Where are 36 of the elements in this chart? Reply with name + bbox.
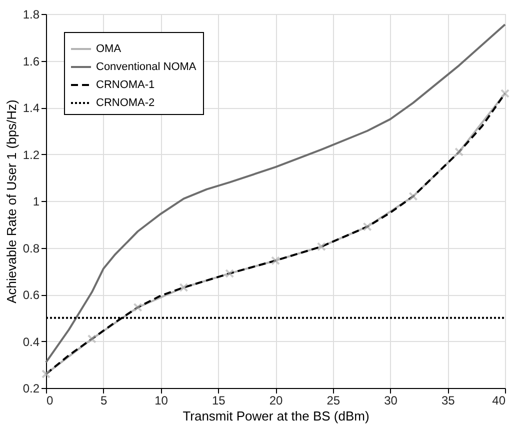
x-tick-label: 10	[154, 394, 168, 408]
x-tick-label: 20	[269, 394, 283, 408]
line-series	[45, 24, 506, 364]
point	[133, 302, 142, 312]
y-axis-title: Achievable Rate of User 1 (bps/Hz)	[4, 100, 19, 304]
y-tick-label: 1.8	[22, 8, 40, 22]
point	[179, 282, 188, 292]
point	[316, 242, 326, 252]
x-tick-label: 30	[384, 394, 398, 408]
x-tick-label: 5	[100, 394, 108, 408]
y-tick-label: 1.6	[22, 54, 40, 68]
x-tick-label: 0	[46, 394, 54, 408]
point	[41, 369, 51, 379]
y-tick-label: 0.6	[22, 288, 40, 302]
y-tick-label: 0.8	[22, 241, 40, 256]
y-tick-label: 0.4	[22, 334, 40, 349]
legend-label: OMA	[96, 43, 122, 55]
x-tick-label: 15	[212, 394, 226, 408]
point	[225, 268, 234, 278]
point	[500, 88, 510, 98]
y-tick-label: 1	[32, 194, 40, 208]
x-tick-label: 25	[326, 394, 340, 408]
point	[454, 147, 464, 156]
x-axis-title: Transmit Power at the BS (dBm)	[182, 408, 370, 424]
point	[362, 222, 372, 232]
point	[408, 192, 418, 201]
y-tick-label: 1.2	[22, 148, 40, 162]
y-tick-label: 1.4	[22, 101, 40, 115]
legend-label: CRNOMA-2	[96, 97, 155, 109]
x-tick-label: 40	[492, 394, 506, 408]
y-tick-label: 0.2	[22, 382, 40, 396]
legend-label: Conventional NOMA	[96, 61, 197, 73]
point	[87, 334, 96, 344]
legend-label: CRNOMA-1	[96, 79, 155, 91]
point	[270, 256, 280, 266]
x-tick-label: 35	[441, 394, 456, 408]
